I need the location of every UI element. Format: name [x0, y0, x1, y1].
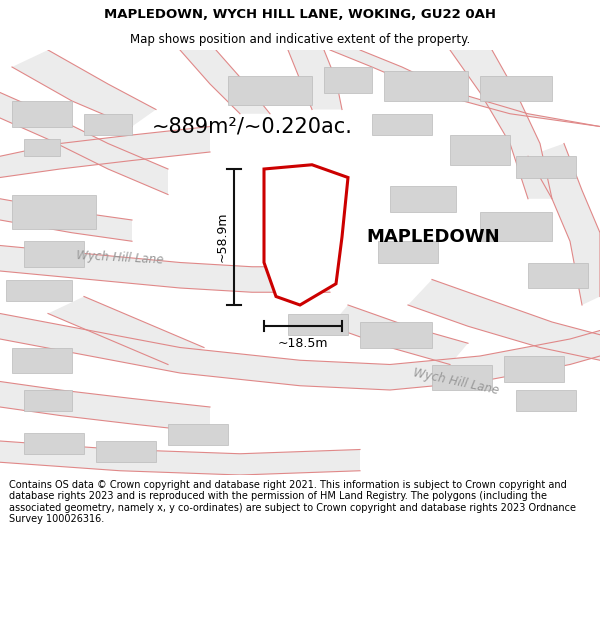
Polygon shape	[372, 114, 432, 135]
Polygon shape	[516, 390, 576, 411]
Polygon shape	[12, 348, 72, 373]
Polygon shape	[330, 50, 600, 126]
Text: ~18.5m: ~18.5m	[278, 337, 328, 350]
Polygon shape	[378, 241, 438, 262]
Polygon shape	[24, 390, 72, 411]
Polygon shape	[450, 50, 552, 199]
Polygon shape	[0, 441, 360, 475]
Polygon shape	[0, 314, 600, 390]
Polygon shape	[288, 314, 348, 335]
Polygon shape	[360, 322, 432, 348]
Text: ~58.9m: ~58.9m	[215, 212, 229, 262]
Polygon shape	[0, 381, 210, 432]
Polygon shape	[12, 194, 96, 229]
Polygon shape	[12, 101, 72, 126]
Polygon shape	[24, 241, 84, 267]
Polygon shape	[480, 76, 552, 101]
Polygon shape	[6, 279, 72, 301]
Polygon shape	[330, 305, 468, 364]
Polygon shape	[0, 126, 210, 178]
Polygon shape	[288, 50, 342, 109]
Polygon shape	[408, 279, 600, 360]
Polygon shape	[384, 71, 468, 101]
Polygon shape	[24, 139, 60, 156]
Polygon shape	[450, 135, 510, 165]
Polygon shape	[390, 186, 456, 211]
Text: Map shows position and indicative extent of the property.: Map shows position and indicative extent…	[130, 32, 470, 46]
Text: Contains OS data © Crown copyright and database right 2021. This information is : Contains OS data © Crown copyright and d…	[9, 479, 576, 524]
Polygon shape	[432, 364, 492, 390]
Polygon shape	[0, 92, 168, 194]
Polygon shape	[228, 76, 312, 105]
Text: MAPLEDOWN, WYCH HILL LANE, WOKING, GU22 0AH: MAPLEDOWN, WYCH HILL LANE, WOKING, GU22 …	[104, 8, 496, 21]
Polygon shape	[504, 356, 564, 381]
Text: Wych Hill Lane: Wych Hill Lane	[412, 366, 500, 397]
Polygon shape	[516, 156, 576, 178]
Polygon shape	[12, 50, 156, 126]
Polygon shape	[0, 246, 330, 292]
Polygon shape	[324, 67, 372, 92]
Polygon shape	[24, 432, 84, 454]
Text: Wych Hill Lane: Wych Hill Lane	[76, 249, 164, 267]
Polygon shape	[528, 262, 588, 288]
Polygon shape	[84, 114, 132, 135]
Text: ~889m²/~0.220ac.: ~889m²/~0.220ac.	[152, 116, 352, 136]
Polygon shape	[528, 144, 600, 305]
Polygon shape	[264, 165, 348, 305]
Polygon shape	[48, 296, 204, 364]
Polygon shape	[180, 50, 270, 114]
Polygon shape	[168, 424, 228, 445]
Text: MAPLEDOWN: MAPLEDOWN	[366, 228, 500, 246]
Polygon shape	[480, 211, 552, 241]
Polygon shape	[96, 441, 156, 462]
Polygon shape	[0, 199, 132, 241]
